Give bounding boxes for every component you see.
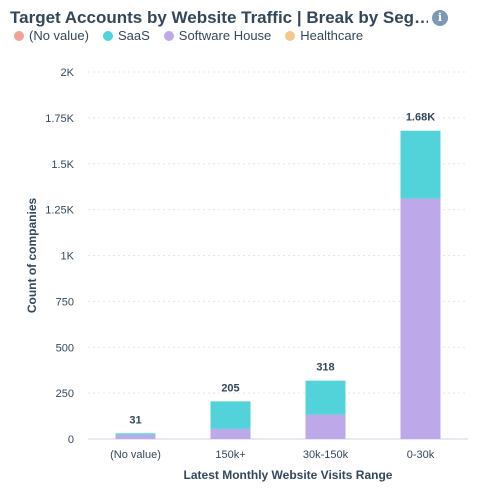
y-tick-label: 750 [56,296,74,308]
x-tick-label: 150k+ [215,449,245,461]
legend-label: SaaS [117,28,150,43]
y-tick-label: 1.75K [45,113,74,125]
bar-segment-saas [115,433,156,435]
y-tick-label: 250 [56,388,74,400]
legend-item-no-value[interactable]: (No value) [14,28,89,43]
y-tick-label: 0 [68,434,74,446]
legend-label: Healthcare [300,28,364,43]
bar-total-label: 31 [129,414,141,426]
x-tick-label: 0-30k [407,449,435,461]
bar-segment-software-house [400,198,441,439]
legend-item-saas[interactable]: SaaS [102,28,150,43]
bar-total-label: 205 [221,382,239,394]
legend-label: (No value) [29,28,89,43]
legend-swatch [14,30,24,41]
bar-segment-software-house [210,428,251,439]
y-tick-label: 2K [61,67,75,79]
legend-item-software-house[interactable]: Software House [163,28,272,43]
legend-label: Software House [178,28,272,43]
y-tick-label: 1.5K [51,159,74,171]
bar-total-label: 1.68K [406,112,435,124]
y-tick-label: 500 [56,342,74,354]
chart-legend: (No value) SaaS Software House Healthcare [14,28,363,43]
chart-title: Target Accounts by Website Traffic | Bre… [10,8,428,27]
legend-swatch [285,30,296,41]
y-tick-label: 1K [61,251,75,263]
bar-total-label: 318 [316,362,334,374]
bar-segment-software-house [115,434,156,439]
bar-segment-saas [305,380,346,415]
info-icon[interactable]: i [432,10,448,26]
y-tick-label: 1.25K [45,205,74,217]
legend-swatch [102,30,113,41]
bar-segment-saas [400,130,441,199]
legend-swatch [163,30,174,41]
chart-header: Target Accounts by Website Traffic | Bre… [10,6,490,30]
legend-item-healthcare[interactable]: Healthcare [285,28,363,43]
bar-segment-saas [210,401,251,429]
x-tick-label: 30k-150k [303,449,349,461]
y-axis-title: Count of companies [25,198,39,314]
x-tick-label: (No value) [110,449,161,461]
bar-segment-software-house [305,414,346,439]
x-axis-title: Latest Monthly Website Visits Range [184,468,393,482]
